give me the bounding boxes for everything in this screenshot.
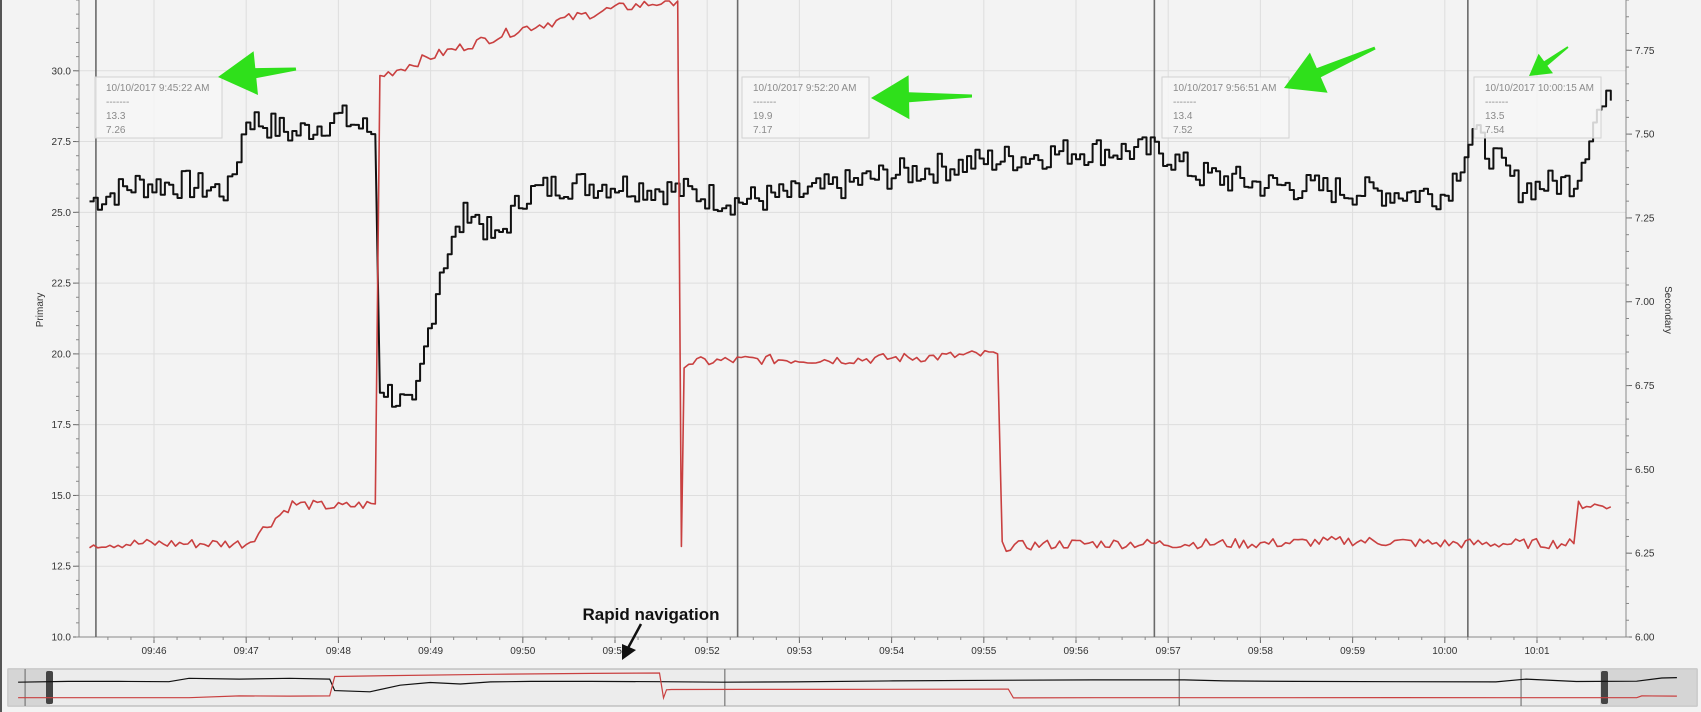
tooltip-box: 10/10/2017 9:45:22 AM ------- 13.3 7.26 [94, 76, 223, 139]
x-tick-label: 09:46 [141, 646, 166, 657]
secondary-tick-label: 6.25 [1635, 549, 1655, 560]
secondary-tick-label: 7.00 [1635, 297, 1655, 308]
navigator-red-line [18, 672, 1677, 701]
x-tick-label: 09:58 [1248, 646, 1273, 657]
primary-tick-label: 17.5 [52, 420, 72, 431]
tooltip-sep: ------- [753, 97, 776, 108]
primary-axis-title: Primary [35, 293, 46, 327]
tooltip-time: 10/10/2017 9:52:20 AM [753, 83, 856, 94]
green-arrow-icon [218, 51, 297, 95]
tooltip-v2: 7.52 [1173, 125, 1193, 136]
secondary-y-ticks: 6.00 6.25 6.50 6.75 7.00 7.25 7.50 7.75 [1626, 0, 1655, 644]
black-series-line [89, 89, 1612, 408]
x-tick-label: 09:59 [1340, 646, 1365, 657]
tooltip-box: 10/10/2017 10:00:15 AM ------- 13.5 7.54 [1473, 76, 1602, 139]
black-arrow-shaft [626, 623, 643, 649]
green-arrow-icon [1284, 46, 1376, 93]
tooltip-v1: 19.9 [753, 111, 773, 122]
tooltip-sep: ------- [1173, 97, 1196, 108]
navigator-strip[interactable] [7, 668, 1698, 707]
navigator-right-shade [1600, 669, 1697, 706]
x-tick-label: 09:54 [879, 646, 904, 657]
secondary-tick-label: 7.50 [1635, 130, 1655, 141]
secondary-tick-label: 7.25 [1635, 213, 1655, 224]
tooltip-frame [94, 76, 223, 139]
navigator-black-line [18, 677, 1677, 693]
primary-y-ticks: 10.0 12.5 15.0 17.5 20.0 22.5 25.0 27.5 30.0 [52, 0, 79, 644]
red-series-line [89, 0, 1612, 553]
x-tick-label: 09:56 [1063, 646, 1088, 657]
left-window-border [0, 0, 2, 712]
secondary-tick-label: 6.50 [1635, 465, 1655, 476]
primary-tick-label: 15.0 [52, 491, 72, 502]
tooltip-frame [741, 76, 870, 139]
navigator-handle[interactable] [1601, 671, 1608, 704]
tooltip-time: 10/10/2017 10:00:15 AM [1485, 83, 1594, 94]
primary-tick-label: 10.0 [52, 633, 72, 644]
tooltip-v2: 7.17 [753, 125, 773, 136]
tooltip-frame [1161, 76, 1290, 139]
tooltip-v1: 13.4 [1173, 111, 1193, 122]
primary-tick-label: 12.5 [52, 562, 72, 573]
x-tick-label: 09:47 [234, 646, 259, 657]
x-tick-label: 09:55 [971, 646, 996, 657]
series-group [89, 0, 1612, 553]
navigator-handle[interactable] [46, 671, 53, 704]
tooltip-v1: 13.3 [106, 111, 126, 122]
tooltip-box: 10/10/2017 9:52:20 AM ------- 19.9 7.17 [741, 76, 870, 139]
x-tick-label: 09:53 [787, 646, 812, 657]
primary-tick-label: 20.0 [52, 349, 72, 360]
tooltip-box: 10/10/2017 9:56:51 AM ------- 13.4 7.52 [1161, 76, 1290, 139]
secondary-axis-title: Secondary [1662, 286, 1673, 334]
x-tick-label: 09:51 [602, 646, 627, 657]
tooltip-v2: 7.26 [106, 125, 126, 136]
x-tick-label: 09:50 [510, 646, 535, 657]
tooltip-time: 10/10/2017 9:56:51 AM [1173, 83, 1276, 94]
primary-tick-label: 25.0 [52, 208, 72, 219]
x-tick-label: 09:52 [695, 646, 720, 657]
x-tick-label: 09:49 [418, 646, 443, 657]
tooltip-time: 10/10/2017 9:45:22 AM [106, 83, 209, 94]
black-arrow-head [622, 644, 636, 660]
x-tick-label: 10:00 [1432, 646, 1457, 657]
black-arrow-icon [622, 623, 643, 660]
x-tick-label: 09:48 [326, 646, 351, 657]
tooltip-sep: ------- [1485, 97, 1508, 108]
green-arrow-icon [871, 75, 972, 120]
x-ticks: 09:46 09:47 09:48 09:49 09:50 09:51 09:52 09:53… [107, 637, 1607, 657]
green-arrows [218, 46, 1569, 120]
primary-tick-label: 27.5 [52, 137, 72, 148]
navigator-frame[interactable] [7, 668, 1698, 707]
tooltips: 10/10/2017 9:45:22 AM-------13.37.2610/1… [94, 76, 1602, 139]
green-arrow-icon [1529, 46, 1569, 76]
secondary-tick-label: 7.75 [1635, 46, 1655, 57]
tooltip-sep: ------- [106, 97, 129, 108]
rapid-navigation-label: Rapid navigation [583, 605, 720, 624]
primary-tick-label: 30.0 [52, 66, 72, 77]
grid [79, 0, 1626, 638]
x-tick-label: 09:57 [1156, 646, 1181, 657]
tooltip-frame [1473, 76, 1602, 139]
tooltip-v2: 7.54 [1485, 125, 1505, 136]
secondary-tick-label: 6.00 [1635, 633, 1655, 644]
navigator-left-shade [8, 669, 50, 706]
secondary-tick-label: 6.75 [1635, 381, 1655, 392]
x-tick-label: 10:01 [1524, 646, 1549, 657]
tooltip-v1: 13.5 [1485, 111, 1505, 122]
primary-tick-label: 22.5 [52, 279, 72, 290]
